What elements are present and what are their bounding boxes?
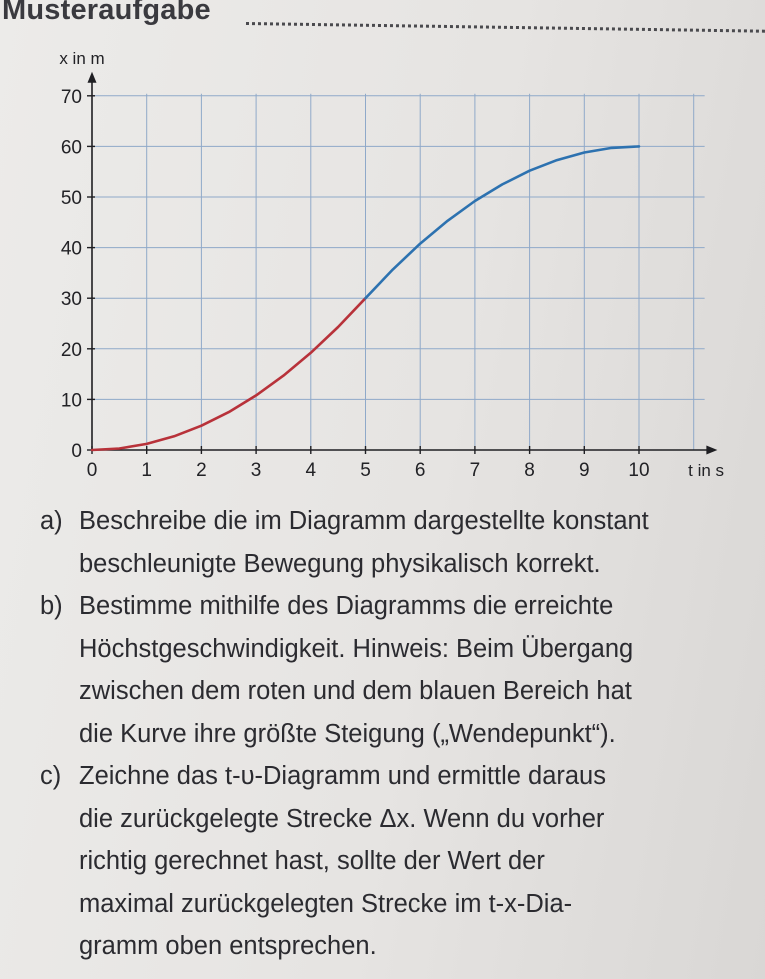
chart-grid <box>92 93 705 450</box>
task-b-line-3: zwischen dem roten und dem blauen Bereic… <box>79 677 632 705</box>
y-tick-label: 50 <box>61 188 82 209</box>
task-c-line-2: die zurückgelegte Strecke Δx. Wenn du vo… <box>79 804 605 833</box>
y-axis-label: x in m <box>59 49 104 68</box>
x-tick-label: 9 <box>579 460 590 481</box>
section-heading: Musteraufgabe <box>2 0 211 26</box>
x-axis-arrow-icon <box>706 445 718 455</box>
task-c-line-3: richtig gerechnet hast, sollte der Wert … <box>79 847 545 875</box>
task-a-letter: a) <box>40 507 63 535</box>
task-c-line-1: Zeichne das t-υ-Diagramm und ermittle da… <box>79 762 606 790</box>
task-a-line-2: beschleunigte Bewegung physikalisch korr… <box>79 549 601 578</box>
y-tick-label: 60 <box>61 137 82 158</box>
x-tick-label: 1 <box>141 460 152 481</box>
task-b-line-1: Bestimme mithilfe des Diagramms die erre… <box>79 592 614 620</box>
heading-dotted-rule <box>245 22 765 33</box>
x-tick-label: 7 <box>470 460 481 481</box>
chart-series <box>90 145 641 452</box>
task-c-line-5: gramm oben entsprechen. <box>79 932 377 960</box>
x-tick-label: 6 <box>415 460 426 481</box>
x-tick-label: 4 <box>306 460 317 481</box>
task-b-line-2: Höchstgeschwindigkeit. Hinweis: Beim Übe… <box>79 634 634 663</box>
chart-labels: 0 1 2 3 4 5 6 7 8 9 10 0 10 20 30 40 50 60 70 t in s x in m <box>59 49 724 481</box>
x-tick-label: 8 <box>524 460 535 481</box>
series-blue-curve <box>364 145 641 300</box>
task-b-line-4: die Kurve ihre größte Steigung („Wendepu… <box>79 719 616 748</box>
x-tick-label: 0 <box>87 460 98 481</box>
x-tick-label: 3 <box>251 460 262 481</box>
x-tick-label: 5 <box>360 460 371 481</box>
t-x-diagram: 0 1 2 3 4 5 6 7 8 9 10 0 10 20 30 40 50 60 70 t in s x in m <box>59 49 724 481</box>
series-red-curve <box>90 296 367 452</box>
y-tick-label: 40 <box>61 239 82 260</box>
x-tick-label: 2 <box>196 460 207 481</box>
y-tick-label: 70 <box>61 87 82 108</box>
task-b-letter: b) <box>40 592 63 620</box>
x-tick-label: 10 <box>628 460 649 481</box>
task-c-letter: c) <box>40 762 62 790</box>
y-axis-arrow-icon <box>87 71 97 83</box>
y-tick-label: 30 <box>61 289 82 310</box>
task-c-line-4: maximal zurückgelegten Strecke im t-x-Di… <box>79 889 573 918</box>
y-tick-label: 0 <box>71 441 82 462</box>
chart-axes <box>87 71 718 455</box>
task-a-line-1: Beschreibe die im Diagramm dargestellte … <box>79 507 649 535</box>
y-tick-label: 10 <box>61 390 82 411</box>
y-tick-label: 20 <box>61 340 82 361</box>
x-axis-label: t in s <box>688 461 724 480</box>
